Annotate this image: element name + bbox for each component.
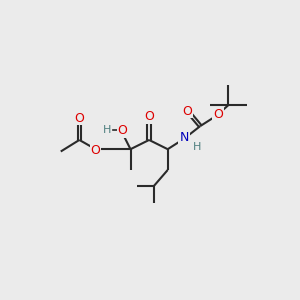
Text: O: O	[213, 108, 223, 121]
Text: H: H	[193, 142, 201, 152]
Text: N: N	[179, 131, 189, 144]
Text: O: O	[144, 110, 154, 123]
Text: O: O	[74, 112, 84, 124]
Text: O: O	[117, 124, 127, 137]
Text: H: H	[103, 125, 111, 135]
Text: O: O	[91, 144, 100, 157]
Text: O: O	[182, 105, 192, 118]
